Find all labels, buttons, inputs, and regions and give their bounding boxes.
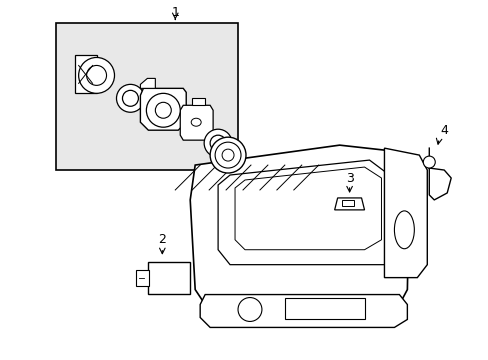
Polygon shape xyxy=(384,148,427,278)
Circle shape xyxy=(79,58,114,93)
Circle shape xyxy=(222,149,234,161)
Polygon shape xyxy=(192,98,205,105)
Circle shape xyxy=(238,298,262,321)
Bar xyxy=(148,262,190,293)
Text: 2: 2 xyxy=(158,233,166,246)
Polygon shape xyxy=(200,294,407,328)
Bar xyxy=(285,298,364,319)
Circle shape xyxy=(155,102,171,118)
Text: 4: 4 xyxy=(439,124,447,137)
Bar xyxy=(341,200,353,206)
Bar xyxy=(56,23,238,170)
Circle shape xyxy=(116,84,144,112)
Bar xyxy=(136,270,149,285)
Polygon shape xyxy=(140,78,155,88)
Text: 1: 1 xyxy=(171,6,179,19)
Circle shape xyxy=(146,93,180,127)
Circle shape xyxy=(203,129,232,157)
Circle shape xyxy=(210,137,245,173)
Circle shape xyxy=(122,90,138,106)
Polygon shape xyxy=(190,145,408,315)
Circle shape xyxy=(215,142,241,168)
Circle shape xyxy=(86,66,106,85)
Polygon shape xyxy=(75,55,96,93)
Text: 3: 3 xyxy=(345,171,353,185)
Polygon shape xyxy=(334,198,364,210)
Circle shape xyxy=(210,135,225,151)
Circle shape xyxy=(423,156,434,168)
Polygon shape xyxy=(428,148,450,200)
Polygon shape xyxy=(180,105,213,140)
Polygon shape xyxy=(140,88,186,130)
